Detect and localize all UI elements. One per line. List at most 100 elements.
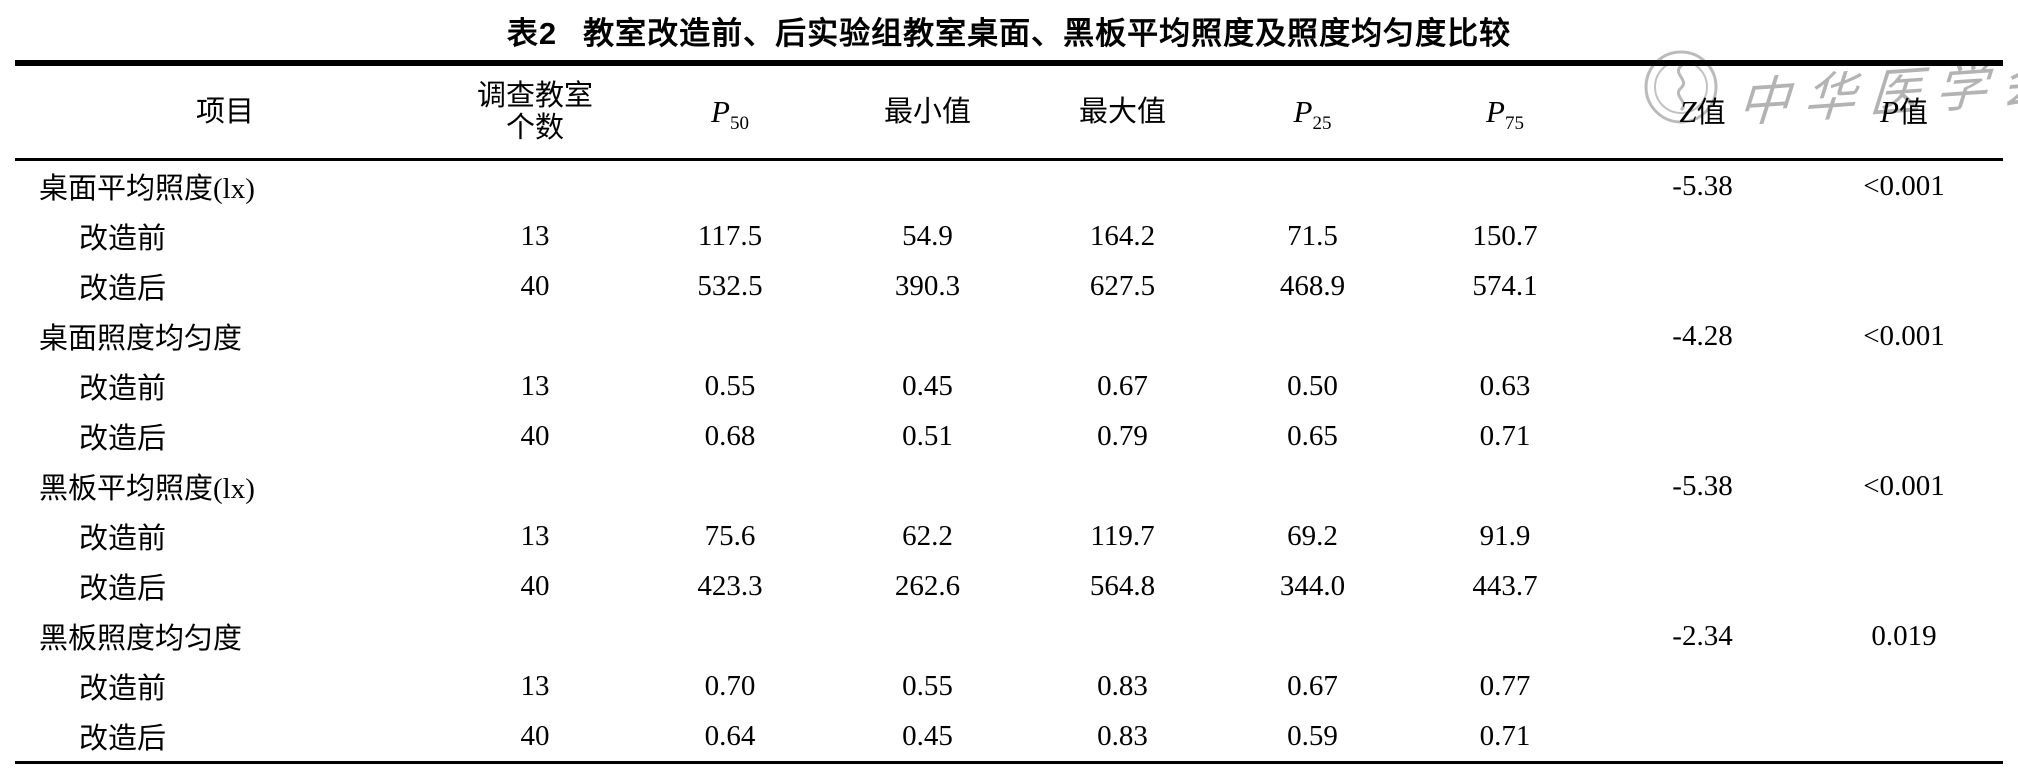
cell-p50: 117.5 — [697, 219, 763, 252]
cell-p25 — [1215, 611, 1410, 661]
table-row-desk-uniformity-group: 桌面照度均匀度 -4.28 <0.001 — [15, 311, 2003, 361]
cell-p75: 0.77 — [1479, 669, 1531, 702]
cell-p — [1805, 361, 2003, 411]
table-row-after: 改造后 40 423.3 262.6 564.8 344.0 443.7 — [15, 561, 2003, 611]
z-suffix: 值 — [1696, 96, 1726, 129]
cell-p — [1805, 261, 2003, 311]
row-label: 黑板照度均匀度 — [39, 623, 243, 655]
table-row-blackboard-uniformity-group: 黑板照度均匀度 -2.34 0.019 — [15, 611, 2003, 661]
cell-count: 40 — [520, 269, 550, 302]
table-body: 桌面平均照度(lx) -5.38 <0.001 改造前 13 117.5 54.… — [15, 160, 2003, 763]
p75-symbol: P — [1486, 93, 1505, 129]
cell-p75: 150.7 — [1472, 219, 1538, 252]
cell-p75: 443.7 — [1472, 569, 1538, 602]
row-label: 改造后 — [79, 423, 167, 455]
cell-p50 — [635, 461, 825, 511]
cell-p25: 0.67 — [1287, 669, 1338, 702]
cell-z — [1600, 511, 1805, 561]
row-label: 黑板平均照度(lx) — [39, 473, 255, 505]
table-row-after: 改造后 40 0.68 0.51 0.79 0.65 0.71 — [15, 411, 2003, 461]
cell-p50: 532.5 — [697, 269, 763, 302]
table-number: 表2 — [506, 15, 558, 51]
cell-count — [435, 160, 635, 212]
col-header-p75: P75 — [1410, 63, 1600, 161]
cell-count: 13 — [520, 219, 550, 252]
cell-p75: 91.9 — [1479, 519, 1531, 552]
count-header-line2: 个数 — [505, 112, 564, 144]
cell-p: <0.001 — [1863, 469, 1945, 502]
count-header-line1: 调查教室 — [476, 79, 593, 112]
cell-z: -5.38 — [1672, 169, 1733, 202]
cell-p75 — [1410, 461, 1600, 511]
col-header-p50: P50 — [635, 63, 825, 161]
p50-subscript: 50 — [729, 112, 749, 134]
table-row-before: 改造前 13 0.55 0.45 0.67 0.50 0.63 — [15, 361, 2003, 411]
col-header-z-value: Z值 — [1600, 63, 1805, 161]
cell-p25: 0.50 — [1287, 369, 1338, 402]
cell-max — [1030, 160, 1215, 212]
cell-p — [1805, 661, 2003, 711]
cell-p25: 468.9 — [1279, 269, 1346, 302]
cell-z — [1600, 411, 1805, 461]
cell-min: 54.9 — [902, 219, 953, 252]
cell-p75: 0.71 — [1479, 719, 1531, 752]
cell-max: 0.83 — [1097, 719, 1148, 752]
table-row-after: 改造后 40 532.5 390.3 627.5 468.9 574.1 — [15, 261, 2003, 311]
cell-max: 0.83 — [1097, 669, 1148, 702]
p-symbol: P — [1880, 93, 1899, 129]
cell-p50: 0.55 — [704, 369, 756, 402]
p25-subscript: 25 — [1312, 112, 1332, 134]
cell-z — [1600, 711, 1805, 763]
p-suffix: 值 — [1898, 96, 1928, 129]
cell-p — [1805, 211, 2003, 261]
col-header-p-value: P值 — [1805, 63, 2003, 161]
cell-z — [1600, 661, 1805, 711]
cell-p75 — [1410, 611, 1600, 661]
cell-z — [1600, 211, 1805, 261]
row-label: 改造后 — [79, 573, 167, 605]
table-title: 教室改造前、后实验组教室桌面、黑板平均照度及照度均匀度比较 — [583, 15, 1512, 51]
cell-p25 — [1215, 160, 1410, 212]
cell-min — [825, 611, 1030, 661]
cell-p50 — [635, 611, 825, 661]
cell-p50: 423.3 — [697, 569, 763, 602]
cell-p50: 0.64 — [704, 719, 756, 752]
cell-p: 0.019 — [1871, 619, 1937, 652]
cell-count — [435, 311, 635, 361]
cell-z — [1600, 361, 1805, 411]
cell-max — [1030, 611, 1215, 661]
p25-symbol: P — [1293, 93, 1313, 129]
cell-max: 627.5 — [1089, 269, 1156, 302]
cell-z — [1600, 261, 1805, 311]
cell-count: 40 — [520, 569, 550, 602]
cell-p25: 69.2 — [1287, 519, 1338, 552]
cell-p25 — [1215, 311, 1410, 361]
col-header-item: 项目 — [15, 63, 435, 161]
row-label: 桌面照度均匀度 — [39, 323, 243, 355]
cell-min: 0.51 — [902, 419, 953, 452]
cell-p: <0.001 — [1863, 319, 1945, 352]
table-row-after: 改造后 40 0.64 0.45 0.83 0.59 0.71 — [15, 711, 2003, 763]
cell-p — [1805, 711, 2003, 763]
cell-max: 119.7 — [1090, 519, 1155, 552]
cell-p — [1805, 511, 2003, 561]
cell-z — [1600, 561, 1805, 611]
cell-z: -4.28 — [1672, 319, 1733, 352]
cell-p50: 75.6 — [704, 519, 756, 552]
col-header-max: 最大值 — [1030, 63, 1215, 161]
cell-max — [1030, 311, 1215, 361]
cell-p75 — [1410, 311, 1600, 361]
cell-p — [1805, 411, 2003, 461]
cell-p50 — [635, 311, 825, 361]
cell-min: 0.55 — [902, 669, 953, 702]
row-label: 改造后 — [79, 273, 167, 305]
cell-p75: 0.63 — [1479, 369, 1531, 402]
row-label: 改造前 — [79, 673, 167, 705]
col-header-classroom-count: 调查教室 个数 — [435, 63, 635, 161]
cell-min: 62.2 — [902, 519, 953, 552]
table-row-before: 改造前 13 0.70 0.55 0.83 0.67 0.77 — [15, 661, 2003, 711]
header-row: 项目 调查教室 个数 P50 最小值 最大值 P25 P75 Z值 P值 — [15, 63, 2003, 161]
cell-min — [825, 461, 1030, 511]
cell-count — [435, 461, 635, 511]
cell-p50: 0.68 — [704, 419, 756, 452]
